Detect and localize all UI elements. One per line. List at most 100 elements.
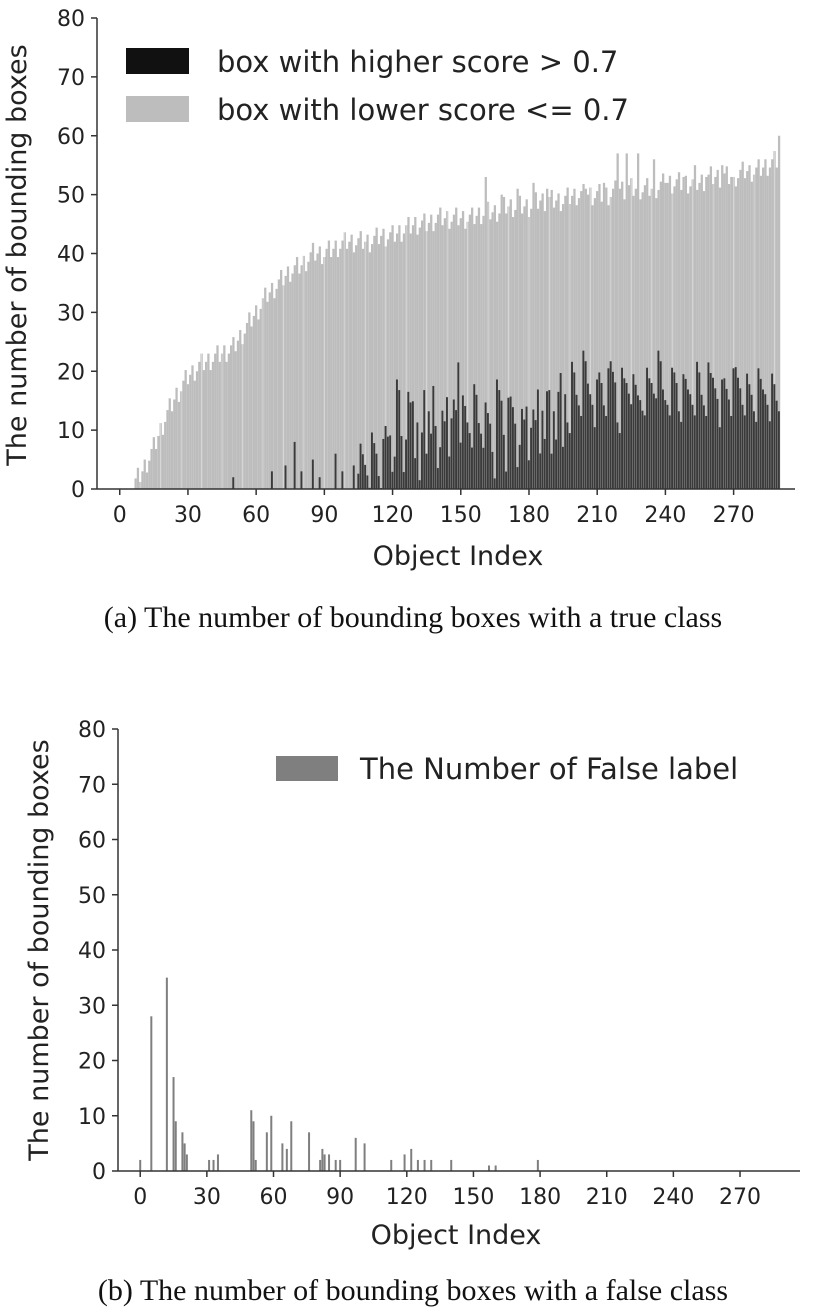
bar-lower-score [577, 198, 581, 489]
bar-higher-score [477, 423, 480, 489]
bar-higher-score [459, 442, 462, 489]
bar-higher-score [418, 480, 421, 489]
bar-lower-score [693, 165, 697, 489]
bar-higher-score [664, 400, 667, 489]
bar-lower-score [164, 421, 167, 489]
y-tick-label: 60 [78, 829, 106, 854]
bar-lower-score [145, 472, 149, 489]
bar-lower-score [737, 178, 740, 489]
bar-false-label [265, 1132, 268, 1171]
bar-higher-score [557, 391, 560, 489]
bar-higher-score [673, 372, 676, 489]
bar-higher-score [427, 411, 430, 489]
bar-lower-score [566, 187, 569, 489]
bar-lower-score [377, 244, 381, 489]
bar-lower-score [177, 401, 180, 489]
bar-gap [426, 200, 428, 489]
bar-higher-score [446, 397, 448, 489]
caption-b: (b) The number of bounding boxes with a … [98, 1274, 728, 1307]
bar-lower-score [332, 248, 335, 489]
bar-higher-score [598, 372, 601, 489]
bar-lower-score [471, 207, 474, 489]
bar-lower-score [564, 195, 567, 490]
bar-false-label [250, 1110, 253, 1171]
bar-lower-score [468, 214, 472, 489]
bar-lower-score [143, 459, 146, 489]
bar-higher-score [455, 410, 458, 489]
bar-lower-score [696, 189, 699, 490]
bar-gap [385, 212, 387, 489]
bar-lower-score [268, 292, 271, 489]
bar-lower-score [243, 333, 246, 489]
bar-lower-score [543, 211, 547, 490]
bar-higher-score [423, 390, 426, 489]
bar-false-label [174, 1121, 177, 1171]
bar-lower-score [557, 193, 560, 489]
x-tick-label: 180 [519, 1185, 561, 1210]
bar-lower-score [345, 248, 349, 489]
bar-lower-score [639, 199, 642, 489]
bar-lower-score [684, 175, 688, 489]
bar-lower-score [771, 159, 774, 490]
bar-lower-score [391, 225, 394, 490]
bar-lower-score [293, 265, 296, 489]
bar-lower-score [141, 471, 144, 489]
bar-lower-score [409, 233, 412, 489]
bar-lower-score [152, 437, 155, 489]
bar-higher-score [539, 453, 542, 489]
bar-lower-score [166, 410, 169, 489]
bar-higher-score [755, 421, 758, 489]
bar-lower-score [473, 224, 476, 489]
bar-higher-score [591, 404, 594, 489]
bar-false-label [290, 1121, 293, 1171]
bar-lower-score [311, 242, 315, 489]
bar-lower-score [195, 371, 199, 489]
bar-higher-score [439, 447, 442, 489]
bar-higher-score [395, 379, 398, 489]
bar-lower-score [596, 191, 599, 489]
y-axis-ticks: 0 10 20 30 40 50 60 70 80 [78, 718, 118, 1185]
bar-higher-score [643, 415, 646, 489]
bar-lower-score [775, 167, 778, 490]
bar-higher-score [596, 379, 598, 489]
bar-higher-score [389, 435, 392, 489]
bar-higher-score [511, 407, 514, 489]
bar-lower-score [314, 260, 317, 489]
bar-gap [201, 340, 202, 489]
bar-lower-score [482, 215, 485, 489]
bar-gap [692, 159, 694, 490]
bar-lower-score [598, 184, 601, 489]
bar-higher-score [752, 411, 755, 489]
bar-higher-score [398, 390, 401, 489]
bar-higher-score [550, 453, 553, 489]
bar-higher-score [691, 404, 694, 489]
bar-lower-score [259, 308, 262, 489]
bar-lower-score [718, 187, 722, 489]
y-tick-label: 0 [92, 1160, 106, 1185]
bar-false-label [334, 1159, 337, 1171]
bar-higher-score [600, 383, 603, 489]
bar-higher-score [577, 405, 580, 489]
bar-lower-score [370, 244, 374, 489]
bar-higher-score [505, 471, 508, 489]
bar-lower-score [705, 176, 708, 489]
bar-gap [774, 138, 775, 490]
bar-higher-score [536, 389, 539, 489]
bar-higher-score [593, 427, 596, 489]
bar-lower-score [148, 460, 151, 489]
bar-lower-score [325, 248, 328, 489]
x-tick-label: 120 [386, 1185, 428, 1210]
bar-higher-score [502, 434, 505, 489]
bar-lower-score [664, 182, 667, 489]
bar-lower-score [746, 171, 749, 489]
bar-lower-score [289, 281, 292, 489]
bar-lower-score [702, 191, 706, 489]
bar-lower-score [561, 204, 565, 490]
bar-lower-score [666, 182, 669, 489]
bar-lower-score [698, 182, 701, 489]
y-tick-label: 60 [57, 125, 85, 150]
bar-lower-score [327, 240, 331, 489]
bar-lower-score [214, 353, 217, 489]
bar-false-label [423, 1159, 426, 1171]
bar-higher-score [382, 438, 385, 489]
